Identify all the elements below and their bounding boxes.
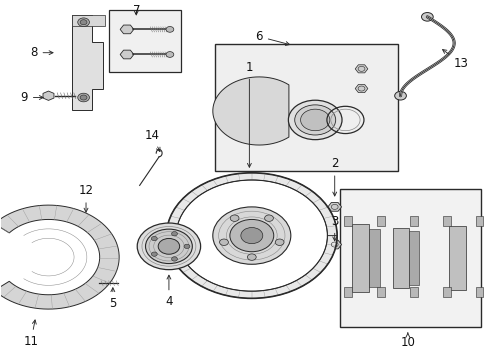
Text: 6: 6 xyxy=(255,30,289,45)
Circle shape xyxy=(145,229,192,264)
Circle shape xyxy=(219,239,228,246)
Text: 10: 10 xyxy=(400,333,414,349)
Text: 13: 13 xyxy=(442,50,468,70)
Polygon shape xyxy=(409,287,417,297)
Circle shape xyxy=(247,254,256,260)
Polygon shape xyxy=(409,216,417,226)
Circle shape xyxy=(183,244,189,248)
Polygon shape xyxy=(475,287,483,297)
Text: 12: 12 xyxy=(79,184,93,212)
Text: 7: 7 xyxy=(132,4,140,17)
Circle shape xyxy=(230,215,239,221)
Bar xyxy=(215,44,397,171)
Polygon shape xyxy=(377,216,384,226)
Text: 4: 4 xyxy=(165,275,172,309)
Text: 9: 9 xyxy=(20,91,43,104)
Polygon shape xyxy=(448,226,466,290)
Polygon shape xyxy=(408,231,418,285)
Circle shape xyxy=(80,95,87,100)
Circle shape xyxy=(229,220,273,252)
Polygon shape xyxy=(212,77,288,145)
Text: 2: 2 xyxy=(330,157,338,196)
Circle shape xyxy=(275,239,284,246)
Polygon shape xyxy=(392,228,408,288)
Circle shape xyxy=(241,228,262,244)
Polygon shape xyxy=(351,224,368,292)
Polygon shape xyxy=(344,216,351,226)
Bar xyxy=(339,189,480,327)
Polygon shape xyxy=(368,229,379,287)
Circle shape xyxy=(137,223,200,270)
Circle shape xyxy=(212,207,290,264)
Polygon shape xyxy=(72,15,104,26)
Text: 11: 11 xyxy=(23,320,39,348)
Circle shape xyxy=(78,93,89,102)
Polygon shape xyxy=(475,216,483,226)
Circle shape xyxy=(158,238,179,254)
Circle shape xyxy=(171,257,177,261)
Circle shape xyxy=(294,105,335,135)
Circle shape xyxy=(421,13,432,21)
Polygon shape xyxy=(72,15,103,110)
Circle shape xyxy=(288,100,341,140)
Circle shape xyxy=(165,27,173,32)
Circle shape xyxy=(151,237,157,241)
Polygon shape xyxy=(344,287,351,297)
Polygon shape xyxy=(377,287,384,297)
Text: 8: 8 xyxy=(30,46,53,59)
Circle shape xyxy=(80,20,87,25)
Polygon shape xyxy=(166,173,336,298)
Circle shape xyxy=(151,252,157,256)
Text: 5: 5 xyxy=(109,288,116,310)
Text: 3: 3 xyxy=(330,215,338,241)
Circle shape xyxy=(78,18,89,27)
Polygon shape xyxy=(442,216,449,226)
Circle shape xyxy=(300,109,329,131)
Polygon shape xyxy=(442,287,449,297)
Circle shape xyxy=(165,51,173,57)
Text: 1: 1 xyxy=(245,60,253,167)
Polygon shape xyxy=(0,205,119,309)
Bar xyxy=(109,10,181,72)
Circle shape xyxy=(171,231,177,236)
Circle shape xyxy=(264,215,273,221)
Text: 14: 14 xyxy=(144,129,160,152)
Circle shape xyxy=(394,91,406,100)
